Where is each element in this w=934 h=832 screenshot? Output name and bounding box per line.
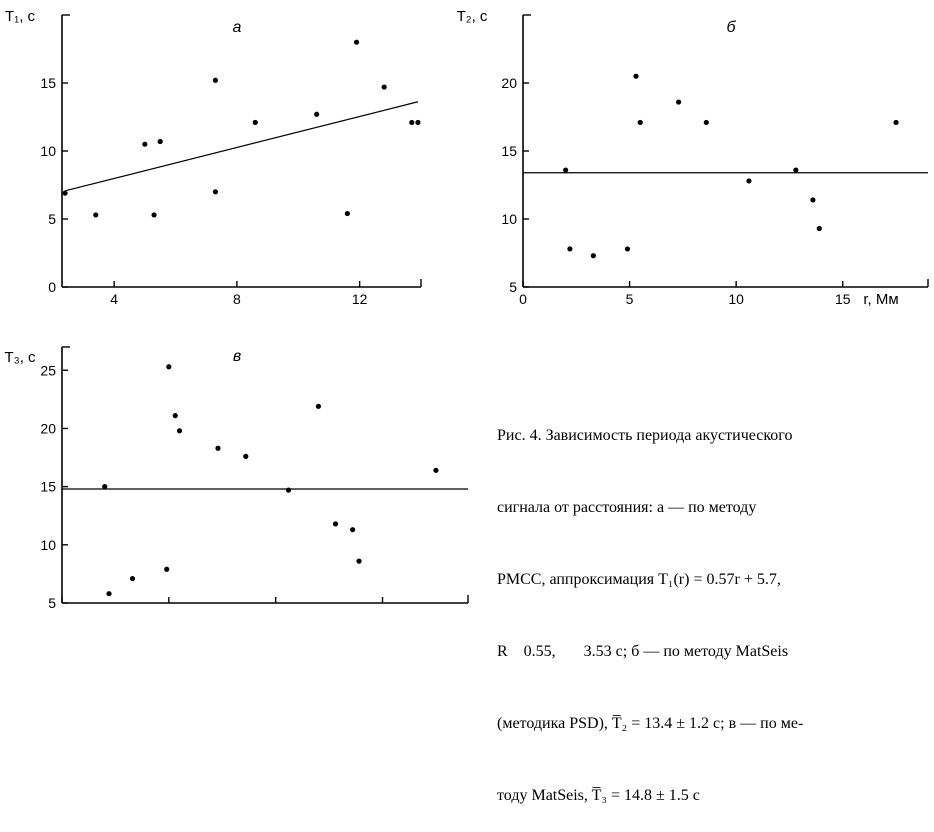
data-point xyxy=(353,39,360,45)
data-point xyxy=(415,119,421,126)
y-tick-label: 5 xyxy=(48,595,56,608)
data-point xyxy=(350,527,356,533)
data-point xyxy=(215,445,221,451)
data-point xyxy=(102,484,108,490)
x-tick-label: 4 xyxy=(110,291,118,307)
y-tick-label: 25 xyxy=(40,362,56,378)
data-point xyxy=(157,138,163,145)
panel-title: в xyxy=(233,348,241,365)
y-tick-label: 10 xyxy=(40,143,56,159)
data-point xyxy=(62,190,68,196)
data-point xyxy=(93,212,99,218)
data-point xyxy=(243,453,249,459)
data-point xyxy=(164,566,170,572)
panel-v: 510152025051015вT₃, сr, Мм xyxy=(4,346,469,608)
caption-line: тоду MatSeis, T̅₃ = 14.8 ± 1.5 с xyxy=(497,787,700,804)
data-point xyxy=(176,428,183,434)
y-axis-label: T₃, с xyxy=(4,349,36,366)
x-axis-label: r, Мм xyxy=(863,291,898,308)
panel-a: 0 5 10 15 4 8 12 а T₁, с xyxy=(5,8,422,307)
data-point xyxy=(893,119,899,126)
data-point xyxy=(166,364,172,370)
x-tick-label: 8 xyxy=(233,291,241,307)
data-point xyxy=(409,119,415,126)
caption-line: PMCC, аппроксимация T₁(r) = 0.57r + 5.7, xyxy=(497,571,781,588)
y-tick-label: 5 xyxy=(48,211,56,227)
panel-title: а xyxy=(233,19,242,36)
regression-line xyxy=(64,101,419,192)
y-tick-label: 10 xyxy=(40,537,56,553)
data-point xyxy=(433,467,439,473)
caption-line: сигнала от расстояния: а — по методу xyxy=(497,499,757,516)
data-point xyxy=(344,210,350,217)
caption-line: R 0.55, 3.53 с; б — по методу MatSeis xyxy=(497,643,789,660)
data-point xyxy=(633,73,639,79)
figure-caption: Рис. 4. Зависимость периода акустическог… xyxy=(497,376,927,832)
data-point xyxy=(816,225,822,232)
data-point xyxy=(381,84,387,90)
caption-line: (методика PSD), T̅₂ = 13.4 ± 1.2 с; в — … xyxy=(497,715,804,732)
data-point xyxy=(676,99,682,105)
y-axis-label: T₁, с xyxy=(5,8,36,25)
panel-title: б xyxy=(727,19,737,36)
data-point xyxy=(151,212,157,218)
y-tick-label: 20 xyxy=(40,420,56,436)
y-tick-label: 5 xyxy=(509,279,517,295)
data-point xyxy=(314,111,320,117)
data-point xyxy=(212,189,219,195)
x-tick-label: 0 xyxy=(519,291,527,307)
x-tick-label: 12 xyxy=(352,291,368,307)
data-point xyxy=(567,246,573,252)
data-point xyxy=(212,77,219,83)
data-point xyxy=(563,167,569,173)
y-axis-label: T₂, с xyxy=(457,8,488,25)
data-point xyxy=(356,558,362,564)
data-point xyxy=(172,413,178,419)
data-point xyxy=(315,403,322,409)
caption-line: Рис. 4. Зависимость периода акустическог… xyxy=(497,427,793,444)
data-point xyxy=(637,119,643,126)
data-point xyxy=(624,246,631,252)
data-point xyxy=(590,253,596,259)
data-point xyxy=(332,521,339,527)
data-point xyxy=(703,119,709,126)
data-point xyxy=(810,197,816,203)
y-tick-label: 20 xyxy=(501,75,517,91)
data-point xyxy=(793,167,799,173)
data-point xyxy=(746,178,752,184)
x-tick-label: 15 xyxy=(835,291,851,307)
x-tick-label: 5 xyxy=(626,291,634,307)
data-point xyxy=(129,575,136,582)
data-point xyxy=(252,119,258,126)
y-tick-label: 10 xyxy=(501,211,517,227)
y-tick-label: 15 xyxy=(40,479,56,495)
data-point xyxy=(285,487,292,493)
data-point xyxy=(106,591,112,597)
y-tick-label: 0 xyxy=(48,279,56,295)
x-tick-label: 10 xyxy=(728,291,744,307)
data-point xyxy=(142,141,148,147)
y-tick-label: 15 xyxy=(40,75,56,91)
y-tick-label: 15 xyxy=(501,143,517,159)
